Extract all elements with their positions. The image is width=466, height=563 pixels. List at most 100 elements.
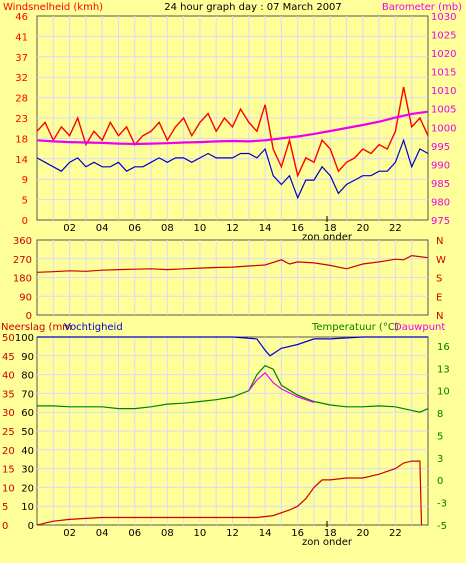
direction-y-tick: 90 <box>19 292 32 303</box>
barometer-y-tick: 1025 <box>431 31 456 42</box>
rain-y-tick: 15 <box>2 465 15 476</box>
humidity-line <box>37 336 428 357</box>
rain-y-tick: 0 <box>2 521 8 532</box>
rain-y-tick: 30 <box>2 408 15 419</box>
wind-y-tick: 28 <box>15 94 28 105</box>
direction-y-tick: 270 <box>13 255 32 266</box>
climate-x-tick: 06 <box>128 528 141 539</box>
wind-y-tick: 37 <box>15 53 28 64</box>
humidity-y-tick: 0 <box>28 521 34 532</box>
temperature-y-tick: -3 <box>437 499 447 510</box>
compass-label: S <box>436 274 442 285</box>
humidity-y-tick: 10 <box>21 502 34 513</box>
wind-y-tick: 18 <box>15 134 28 145</box>
temperature-axis-title: Temperatuur (°C) <box>311 322 399 333</box>
direction-y-tick: 180 <box>13 274 32 285</box>
barometer-y-tick: 990 <box>431 160 450 171</box>
wind-x-tick: 20 <box>356 223 369 234</box>
temperature-y-tick: 5 <box>437 431 443 442</box>
temperature-y-tick: 13 <box>437 364 450 375</box>
barometer-axis-title: Barometer (mb) <box>382 2 462 13</box>
wind-x-tick: 12 <box>226 223 239 234</box>
humidity-y-tick: 30 <box>21 465 34 476</box>
barometer-y-tick: 1015 <box>431 68 456 79</box>
humidity-y-tick: 20 <box>21 483 34 494</box>
compass-label: N <box>436 236 443 247</box>
temperature-y-tick: 3 <box>437 454 443 465</box>
compass-label: E <box>436 292 442 303</box>
wind-y-tick: 41 <box>15 32 28 43</box>
wind-average-line <box>36 138 429 200</box>
climate-x-tick: 10 <box>194 528 207 539</box>
humidity-y-tick: 70 <box>21 389 34 400</box>
direction-y-tick: 360 <box>13 236 32 247</box>
wind-x-tick: 18 <box>324 223 337 234</box>
barometer-y-tick: 995 <box>431 142 450 153</box>
graph-title: 24 hour graph day : 07 March 2007 <box>164 2 342 13</box>
climate-x-tick: 12 <box>226 528 239 539</box>
temperature-y-tick: 0 <box>437 476 443 487</box>
rain-y-tick: 10 <box>2 483 15 494</box>
barometer-y-tick: 1030 <box>431 12 456 23</box>
sunset-label: zon onder <box>302 232 353 243</box>
barometer-y-tick: 1010 <box>431 86 456 97</box>
rain-axis-title: Neerslag (mm <box>1 322 72 333</box>
wind-x-tick: 04 <box>96 223 109 234</box>
wind-y-tick: 46 <box>15 12 28 23</box>
wind-x-tick: 22 <box>389 223 402 234</box>
wind-x-tick: 10 <box>194 223 207 234</box>
barometer-y-tick: 975 <box>431 216 450 227</box>
wind-gust-line <box>36 86 429 178</box>
humidity-axis-title: Vochtigheid <box>64 322 123 333</box>
humidity-y-tick: 60 <box>21 408 34 419</box>
climate-x-tick: 16 <box>291 528 304 539</box>
rain-y-tick: 50 <box>2 333 15 344</box>
rain-y-tick: 20 <box>2 446 15 457</box>
wind-y-tick: 32 <box>15 73 28 84</box>
humidity-y-tick: 100 <box>15 333 34 344</box>
temperature-y-tick: 8 <box>437 409 443 420</box>
barometer-y-tick: 980 <box>431 197 450 208</box>
humidity-y-tick: 50 <box>21 427 34 438</box>
humidity-y-tick: 90 <box>21 352 34 363</box>
climate-x-tick: 04 <box>96 528 109 539</box>
rain-y-tick: 5 <box>2 502 8 513</box>
climate-x-tick: 20 <box>356 528 369 539</box>
wind-direction-line <box>36 254 429 273</box>
wind-x-tick: 16 <box>291 223 304 234</box>
rain-y-tick: 45 <box>2 352 15 363</box>
compass-label: N <box>436 311 443 322</box>
temperature-y-tick: 10 <box>437 387 450 398</box>
wind-x-tick: 02 <box>63 223 76 234</box>
wind-x-tick: 14 <box>259 223 272 234</box>
wind-x-tick: 08 <box>161 223 174 234</box>
temperature-y-tick: -5 <box>437 521 447 532</box>
rain-y-tick: 25 <box>2 427 15 438</box>
humidity-y-tick: 80 <box>21 371 34 382</box>
barometer-y-tick: 985 <box>431 179 450 190</box>
barometer-y-tick: 1005 <box>431 105 456 116</box>
wind-x-tick: 06 <box>128 223 141 234</box>
dewpoint-axis-title: Dauwpunt <box>394 322 445 333</box>
rain-y-tick: 40 <box>2 371 15 382</box>
temperature-y-tick: 16 <box>437 342 450 353</box>
wind-y-tick: 9 <box>22 175 28 186</box>
direction-y-tick: 0 <box>26 311 32 322</box>
temperature-line <box>37 364 429 413</box>
barometer-y-tick: 1000 <box>431 123 456 134</box>
climate-x-tick: 22 <box>389 528 402 539</box>
humidity-y-tick: 40 <box>21 446 34 457</box>
climate-x-tick: 14 <box>259 528 272 539</box>
wind-y-tick: 5 <box>22 196 28 207</box>
climate-x-tick: 02 <box>63 528 76 539</box>
climate-x-tick: 18 <box>324 528 337 539</box>
wind-y-tick: 23 <box>15 114 28 125</box>
dewpoint-line <box>248 371 315 403</box>
wind-y-tick: 0 <box>22 216 28 227</box>
compass-label: W <box>436 255 446 266</box>
wind-y-tick: 14 <box>15 155 28 166</box>
rain-y-tick: 35 <box>2 389 15 400</box>
rain-line <box>36 460 423 526</box>
barometer-line <box>36 110 429 146</box>
